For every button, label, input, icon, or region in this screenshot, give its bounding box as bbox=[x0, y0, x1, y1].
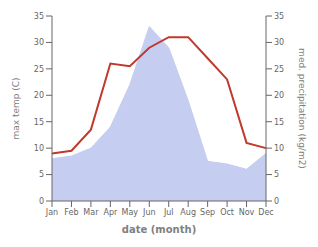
svg-text:0: 0 bbox=[39, 197, 44, 206]
svg-text:35: 35 bbox=[274, 12, 284, 21]
svg-text:15: 15 bbox=[274, 118, 284, 127]
svg-text:5: 5 bbox=[274, 170, 279, 179]
svg-text:Jul: Jul bbox=[163, 208, 174, 217]
svg-text:30: 30 bbox=[34, 38, 44, 47]
svg-text:25: 25 bbox=[34, 65, 44, 74]
svg-text:35: 35 bbox=[34, 12, 44, 21]
svg-text:30: 30 bbox=[274, 38, 284, 47]
svg-text:max temp (C): max temp (C) bbox=[11, 77, 21, 139]
svg-text:Oct: Oct bbox=[220, 208, 234, 217]
svg-text:Apr: Apr bbox=[103, 208, 118, 217]
svg-text:Aug: Aug bbox=[180, 208, 196, 217]
svg-text:Jan: Jan bbox=[45, 208, 58, 217]
svg-text:10: 10 bbox=[274, 144, 284, 153]
svg-text:Nov: Nov bbox=[239, 208, 255, 217]
svg-text:Jun: Jun bbox=[142, 208, 156, 217]
svg-text:Feb: Feb bbox=[64, 208, 78, 217]
svg-text:Dec: Dec bbox=[258, 208, 273, 217]
svg-text:10: 10 bbox=[34, 144, 44, 153]
svg-text:May: May bbox=[122, 208, 139, 217]
svg-text:5: 5 bbox=[39, 170, 44, 179]
svg-text:0: 0 bbox=[274, 197, 279, 206]
svg-text:med. precipitation (kg/m2): med. precipitation (kg/m2) bbox=[297, 48, 307, 169]
svg-text:date (month): date (month) bbox=[122, 224, 196, 235]
svg-text:20: 20 bbox=[274, 91, 284, 100]
svg-text:Mar: Mar bbox=[83, 208, 99, 217]
svg-text:25: 25 bbox=[274, 65, 284, 74]
svg-text:20: 20 bbox=[34, 91, 44, 100]
svg-text:15: 15 bbox=[34, 118, 44, 127]
svg-text:Sep: Sep bbox=[200, 208, 215, 217]
